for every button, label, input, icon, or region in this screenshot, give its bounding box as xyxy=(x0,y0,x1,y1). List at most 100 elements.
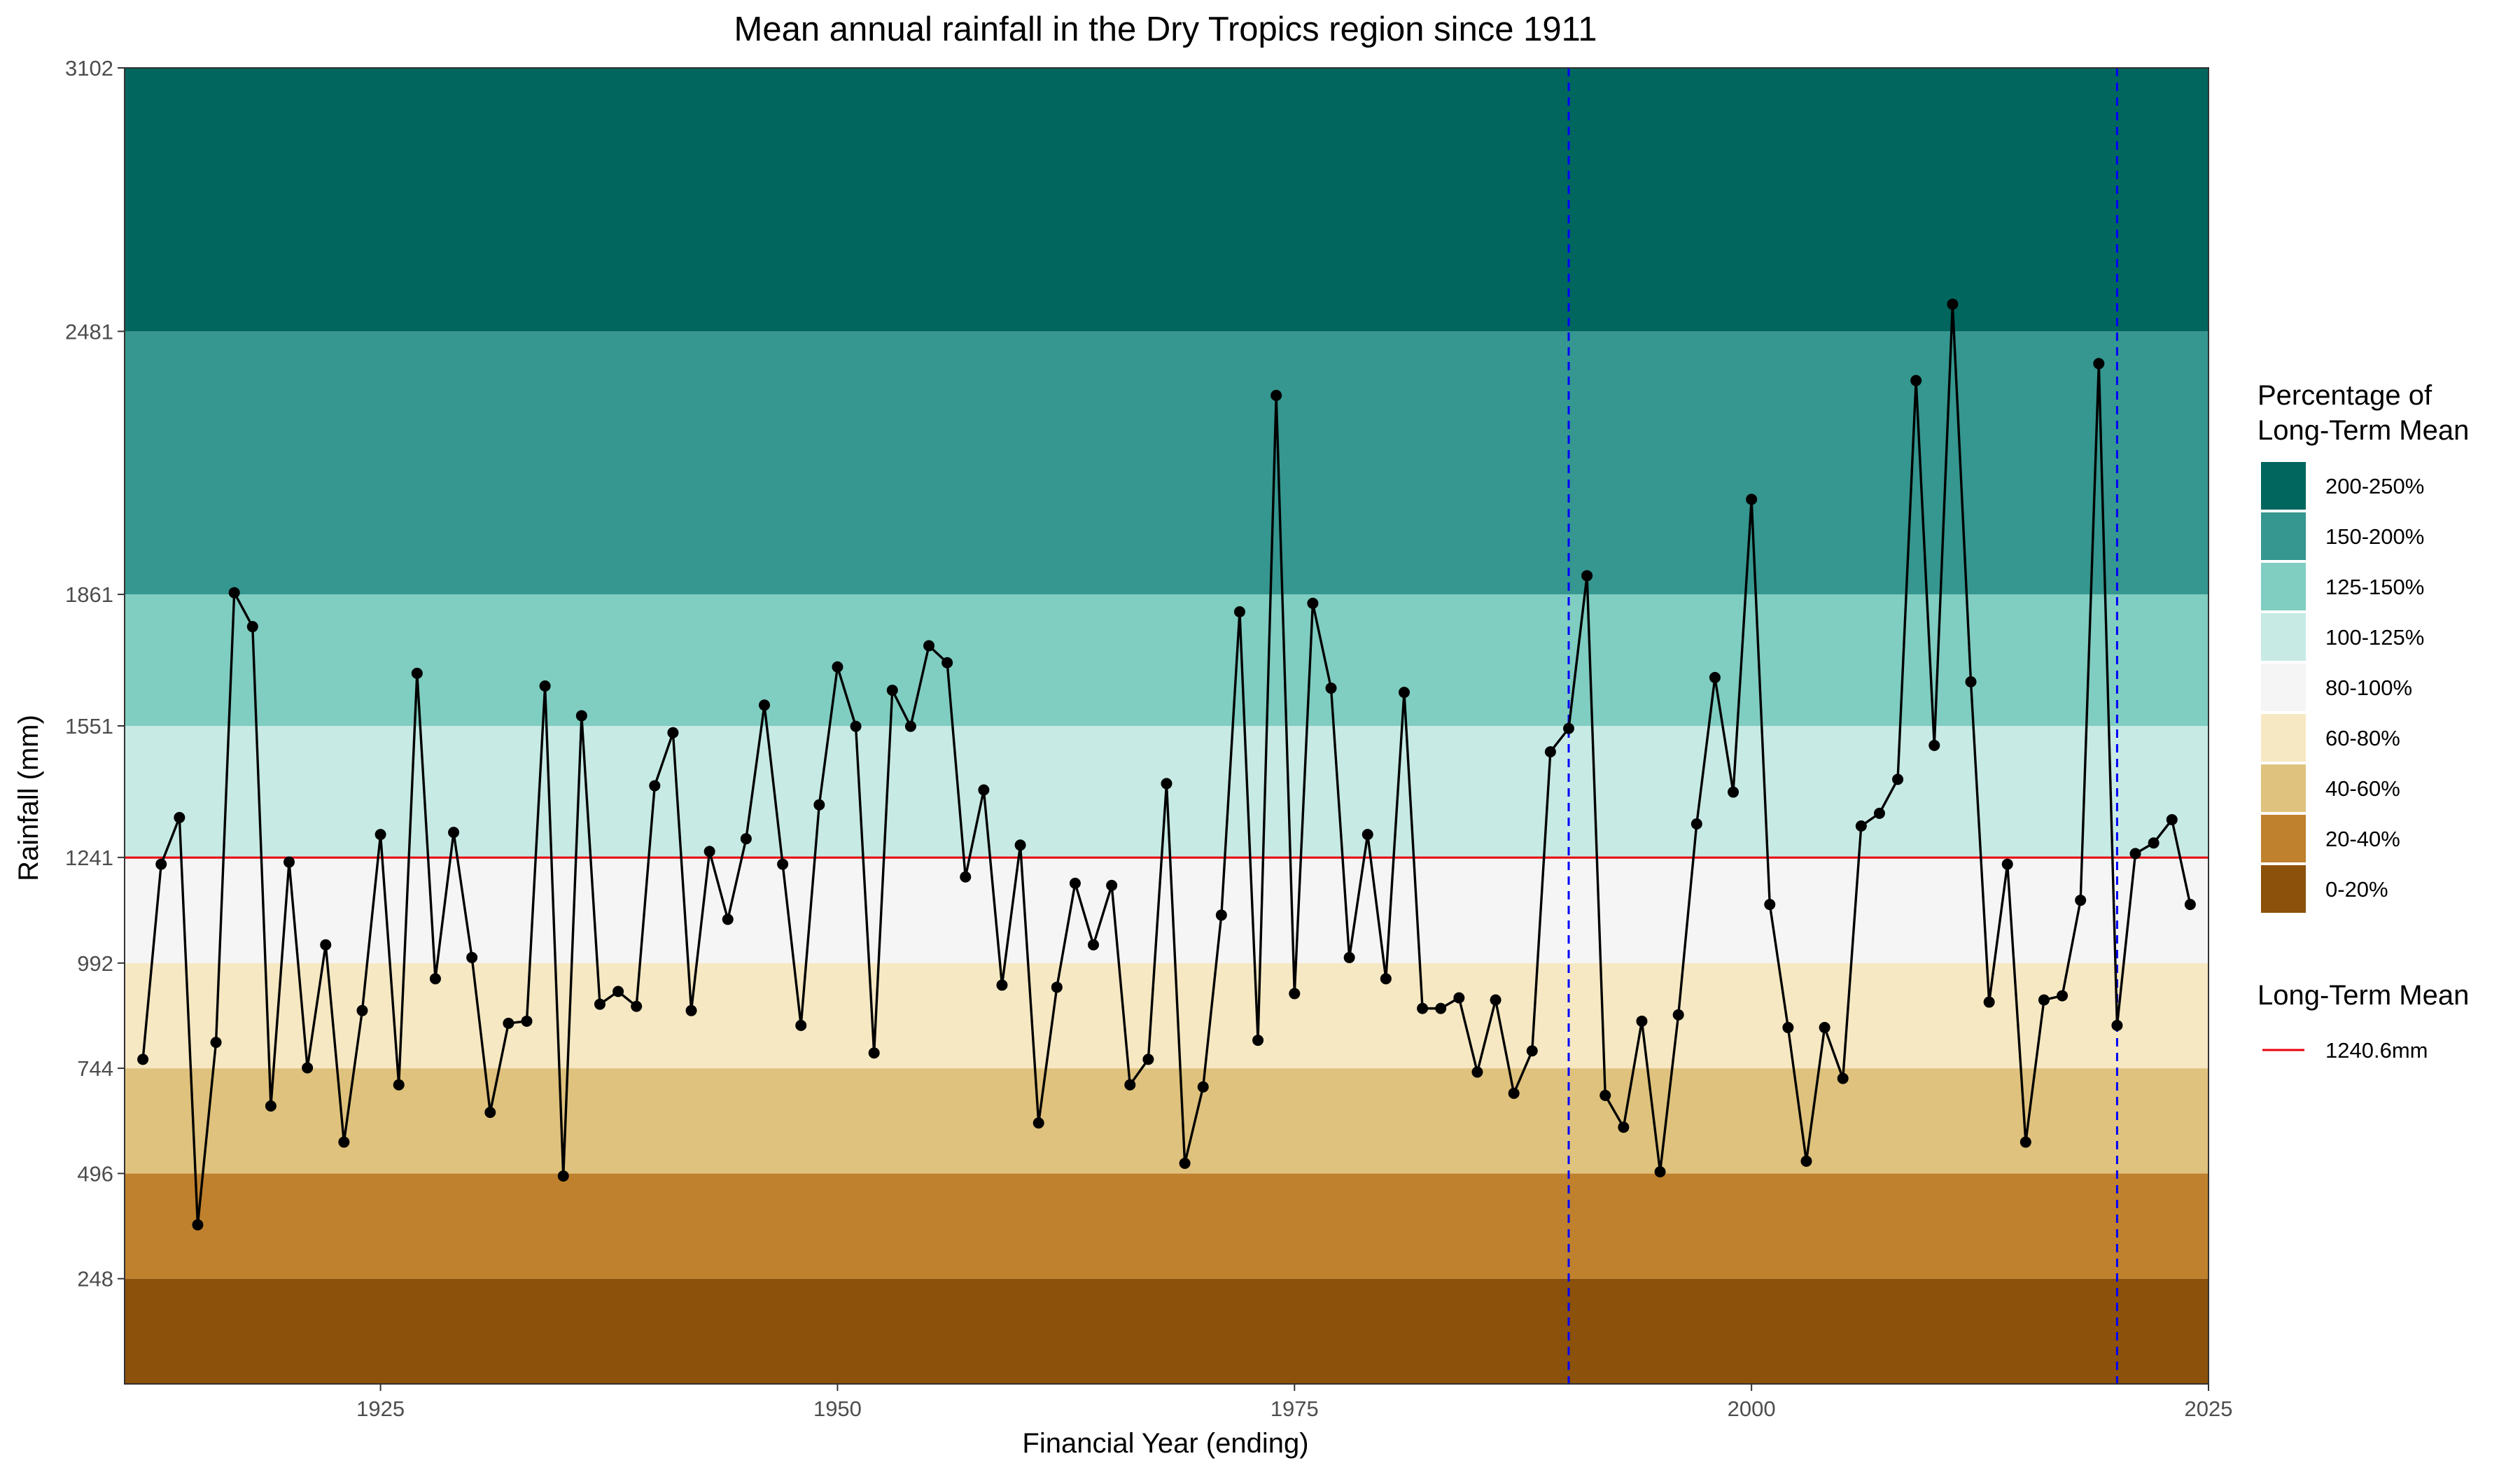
data-point-1913 xyxy=(155,858,167,870)
data-point-2015 xyxy=(2019,1136,2031,1148)
data-point-2002 xyxy=(1782,1021,1794,1033)
data-point-1941 xyxy=(667,727,679,738)
legend-label-100-125%: 100-125% xyxy=(2325,625,2424,650)
legend-label-80-100%: 80-100% xyxy=(2325,676,2412,700)
data-point-1956 xyxy=(941,657,953,668)
data-point-1966 xyxy=(1124,1079,1136,1091)
data-point-1949 xyxy=(813,799,825,811)
band-80-100% xyxy=(125,857,2208,963)
data-point-1952 xyxy=(868,1047,880,1059)
data-point-1978 xyxy=(1343,951,1355,963)
plot-bands xyxy=(125,68,2208,1384)
data-point-1946 xyxy=(758,699,770,711)
data-point-1935 xyxy=(557,1170,569,1182)
data-point-1992 xyxy=(1600,1089,1611,1101)
y-tick-label-496: 496 xyxy=(77,1161,113,1186)
data-point-1964 xyxy=(1088,939,1100,951)
data-point-1977 xyxy=(1325,682,1337,694)
data-point-1959 xyxy=(996,979,1008,991)
legend-key-150-200% xyxy=(2261,512,2306,560)
data-point-1980 xyxy=(1380,973,1392,985)
band-40-60% xyxy=(125,1068,2208,1174)
data-point-1914 xyxy=(174,811,186,823)
data-point-1960 xyxy=(1014,839,1026,851)
data-point-1974 xyxy=(1270,389,1282,401)
data-point-1953 xyxy=(886,685,898,696)
band-150-200% xyxy=(125,331,2208,595)
data-point-1924 xyxy=(356,1004,368,1016)
data-point-1988 xyxy=(1526,1045,1538,1057)
data-point-1996 xyxy=(1672,1009,1684,1021)
data-point-2012 xyxy=(1965,676,1977,687)
x-axis: 1925 1950 1975 2000 2025 xyxy=(356,1384,2232,1421)
data-point-2022 xyxy=(2148,837,2160,849)
legend-key-60-80% xyxy=(2261,714,2306,762)
data-point-2013 xyxy=(1983,996,1995,1008)
data-point-1961 xyxy=(1032,1117,1044,1129)
data-point-1976 xyxy=(1307,597,1319,609)
data-point-2023 xyxy=(2166,813,2178,825)
data-point-1930 xyxy=(466,951,478,963)
data-point-1981 xyxy=(1398,687,1410,699)
legend-key-40-60% xyxy=(2261,764,2306,812)
data-point-1926 xyxy=(393,1079,405,1091)
mean-legend-title: Long-Term Mean xyxy=(2258,980,2469,1011)
data-point-1937 xyxy=(594,998,606,1010)
y-tick-label-744: 744 xyxy=(77,1056,113,1081)
data-point-1991 xyxy=(1581,570,1593,582)
legend-key-20-40% xyxy=(2261,815,2306,862)
data-point-1948 xyxy=(795,1019,807,1031)
data-point-1965 xyxy=(1106,879,1118,891)
data-point-1931 xyxy=(484,1107,496,1119)
data-point-1973 xyxy=(1252,1035,1264,1046)
legend-label-150-200%: 150-200% xyxy=(2325,524,2424,549)
data-point-1995 xyxy=(1654,1166,1666,1177)
data-point-1918 xyxy=(246,621,258,633)
y-tick-label-1861: 1861 xyxy=(65,582,113,607)
legend-key-200-250% xyxy=(2261,462,2306,510)
data-point-2024 xyxy=(2184,899,2196,911)
legend-label-mean: 1240.6mm xyxy=(2325,1038,2428,1063)
data-point-1932 xyxy=(503,1017,514,1029)
data-point-2016 xyxy=(2038,994,2050,1006)
data-point-2021 xyxy=(2129,848,2141,860)
data-point-1972 xyxy=(1233,606,1245,617)
data-point-1957 xyxy=(960,871,972,883)
data-point-2019 xyxy=(2093,358,2105,370)
band-125-150% xyxy=(125,594,2208,726)
y-tick-label-2481: 2481 xyxy=(65,319,113,344)
data-point-2017 xyxy=(2057,990,2068,1002)
data-point-2011 xyxy=(1947,298,1959,310)
data-point-2020 xyxy=(2111,1019,2123,1031)
legend-key-0-20% xyxy=(2261,865,2306,913)
legend-label-60-80%: 60-80% xyxy=(2325,726,2400,750)
data-point-1921 xyxy=(302,1062,314,1074)
chart-title: Mean annual rainfall in the Dry Tropics … xyxy=(734,10,1597,48)
data-point-1999 xyxy=(1728,786,1740,798)
data-point-1915 xyxy=(192,1219,204,1231)
band-0-20% xyxy=(125,1278,2208,1384)
x-tick-label-1950: 1950 xyxy=(813,1396,862,1421)
data-point-1940 xyxy=(649,780,661,792)
data-point-1936 xyxy=(575,710,587,722)
data-point-1929 xyxy=(448,827,460,839)
data-point-1934 xyxy=(539,680,551,692)
band-20-40% xyxy=(125,1173,2208,1279)
data-point-1943 xyxy=(704,846,715,858)
data-point-1983 xyxy=(1435,1002,1447,1014)
data-point-1954 xyxy=(904,720,916,732)
data-point-1955 xyxy=(923,640,935,652)
data-point-2008 xyxy=(1892,774,1904,785)
data-point-2005 xyxy=(1837,1072,1849,1084)
data-point-1917 xyxy=(228,587,240,598)
data-point-2004 xyxy=(1819,1021,1830,1033)
data-point-1994 xyxy=(1636,1015,1648,1027)
data-point-1912 xyxy=(137,1054,149,1065)
data-point-1945 xyxy=(740,833,752,845)
data-point-1925 xyxy=(374,829,386,841)
data-point-1920 xyxy=(284,856,295,868)
data-point-2009 xyxy=(1910,374,1922,386)
data-point-1950 xyxy=(832,661,844,673)
band-60-80% xyxy=(125,962,2208,1069)
data-point-1916 xyxy=(210,1037,222,1049)
